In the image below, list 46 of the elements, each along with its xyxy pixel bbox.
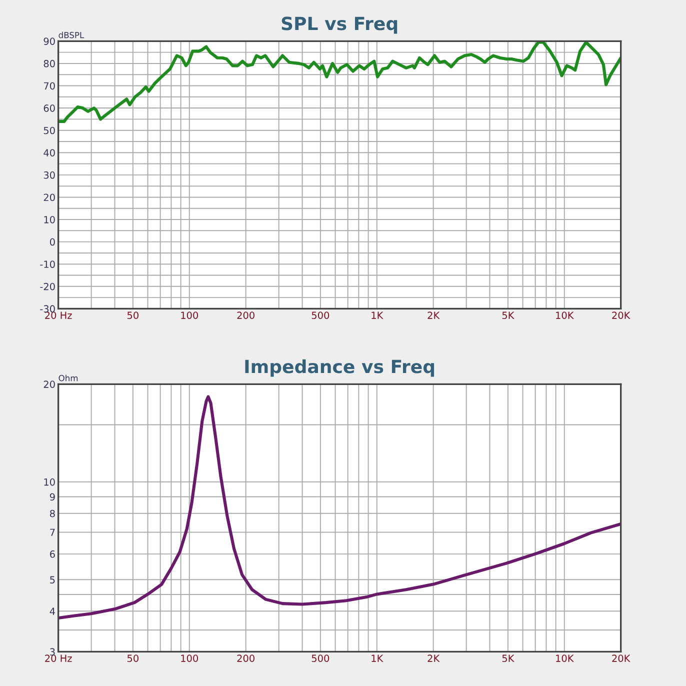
y-tick-label: 5 <box>50 576 55 584</box>
y-tick-label: 40 <box>44 149 55 156</box>
y-tick-label: 10 <box>44 478 55 486</box>
chart-title: Impedance vs Freq <box>245 359 434 377</box>
y-tick-label: 9 <box>50 493 55 501</box>
y-tick-label: 4 <box>50 608 55 615</box>
x-tick-label: 20 Hz <box>45 312 72 320</box>
x-tick-label: 50 <box>127 654 138 662</box>
y-tick-label: 90 <box>44 38 55 45</box>
y-axis-title: dBSPL <box>58 32 84 38</box>
y-tick-label: 20 <box>44 194 55 202</box>
x-tick-label: 2K <box>428 654 440 662</box>
y-tick-label: 30 <box>44 171 55 179</box>
y-tick-label: 50 <box>44 126 55 134</box>
y-tick-label: 70 <box>44 82 55 90</box>
y-tick-label: 3 <box>50 648 55 656</box>
x-tick-label: 100 <box>181 312 198 320</box>
chart-title: SPL vs Freq <box>282 16 398 34</box>
y-tick-label: -10 <box>40 260 55 268</box>
y-tick-label: -30 <box>40 305 55 313</box>
x-tick-label: 500 <box>312 312 330 320</box>
y-tick-label: 6 <box>50 550 55 558</box>
x-tick-label: 20 Hz <box>45 654 72 662</box>
y-tick-label: 7 <box>50 528 55 536</box>
y-tick-label: 8 <box>50 510 55 518</box>
x-tick-label: 5K <box>502 654 514 662</box>
x-tick-label: 200 <box>237 654 254 662</box>
y-tick-label: 10 <box>44 216 55 224</box>
x-tick-label: 10K <box>556 312 574 320</box>
x-tick-label: 10K <box>556 654 574 662</box>
x-tick-label: 500 <box>312 654 330 662</box>
y-tick-label: -20 <box>40 282 55 290</box>
y-tick-label: 80 <box>44 60 55 68</box>
x-tick-label: 100 <box>181 654 198 662</box>
x-tick-label: 50 <box>127 312 138 320</box>
y-tick-label: 0 <box>50 238 55 246</box>
y-tick-label: 60 <box>44 104 55 112</box>
x-tick-label: 5K <box>502 312 514 320</box>
x-tick-label: 20K <box>612 312 630 320</box>
y-tick-label: 20 <box>44 380 55 388</box>
x-tick-label: 1K <box>372 654 384 662</box>
x-tick-label: 2K <box>428 312 440 319</box>
y-axis-title: Ohm <box>58 374 78 382</box>
x-tick-label: 20K <box>612 654 630 662</box>
x-tick-label: 1K <box>372 312 384 319</box>
x-tick-label: 200 <box>237 312 254 320</box>
